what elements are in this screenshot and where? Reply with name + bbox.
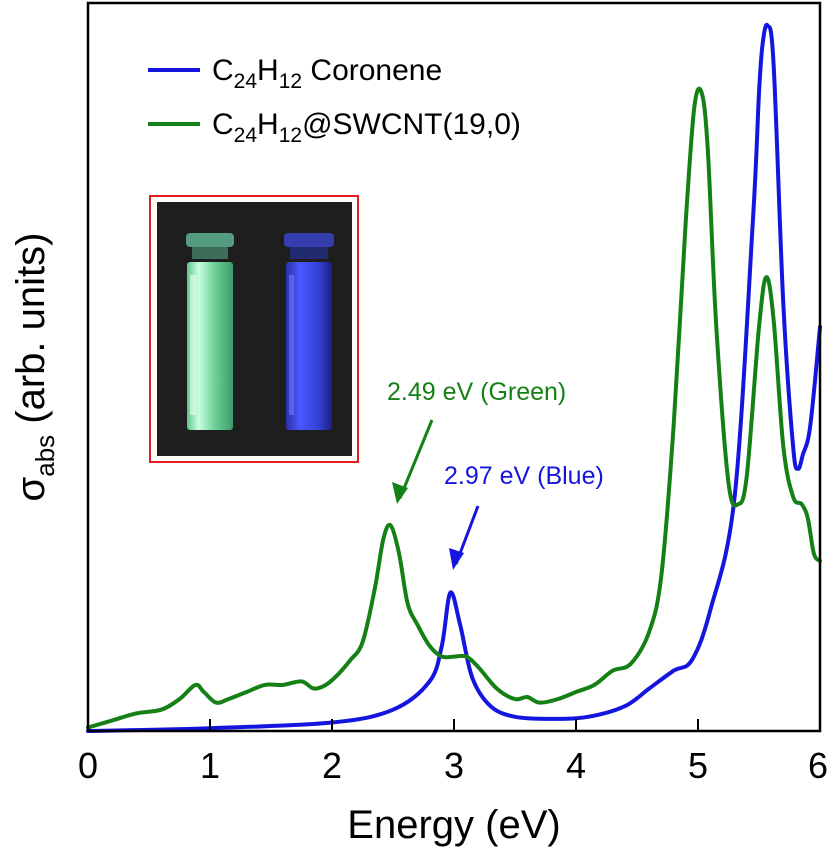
annotation-text-green: 2.49 eV (Green): [387, 378, 566, 406]
x-tick-label: 4: [566, 745, 586, 786]
x-axis-title: Energy (eV): [347, 803, 560, 847]
x-axis-ticks: [87, 719, 821, 731]
x-tick-label: 6: [808, 745, 828, 786]
x-tick-label: 2: [322, 745, 342, 786]
series-group: [86, 22, 822, 733]
legend-label-coronene-swcnt: C24H12@SWCNT(19,0): [212, 108, 521, 147]
series-line-coronene: [86, 22, 822, 733]
legend-label-coronene: C24H12 Coronene: [212, 54, 442, 93]
x-tick-label: 1: [200, 745, 220, 786]
x-tick-label: 3: [444, 745, 464, 786]
green-vial: [186, 233, 234, 430]
annotation-text-blue: 2.97 eV (Blue): [444, 462, 604, 490]
annotation-arrowhead-green: [392, 482, 408, 504]
blue-vial: [284, 233, 334, 430]
series-line-coronene-swcnt: [86, 86, 822, 730]
y-axis-title: σabs (arb. units): [9, 233, 60, 502]
x-axis-tick-labels: 0 1 2 3 4 5 6: [78, 745, 828, 786]
annotation-arrowhead-blue: [449, 548, 464, 570]
annotation-green-peak: 2.49 eV (Green): [387, 378, 566, 504]
fluorescence-vials-inset: [149, 195, 359, 463]
annotation-arrow-green: [398, 419, 434, 499]
annotation-blue-peak: 2.97 eV (Blue): [444, 462, 604, 570]
legend: C24H12 Coronene C24H12@SWCNT(19,0): [148, 54, 521, 147]
x-tick-label: 5: [688, 745, 708, 786]
x-tick-label: 0: [78, 745, 98, 786]
